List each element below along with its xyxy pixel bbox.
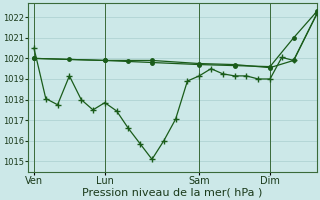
X-axis label: Pression niveau de la mer( hPa ): Pression niveau de la mer( hPa ) bbox=[83, 187, 263, 197]
